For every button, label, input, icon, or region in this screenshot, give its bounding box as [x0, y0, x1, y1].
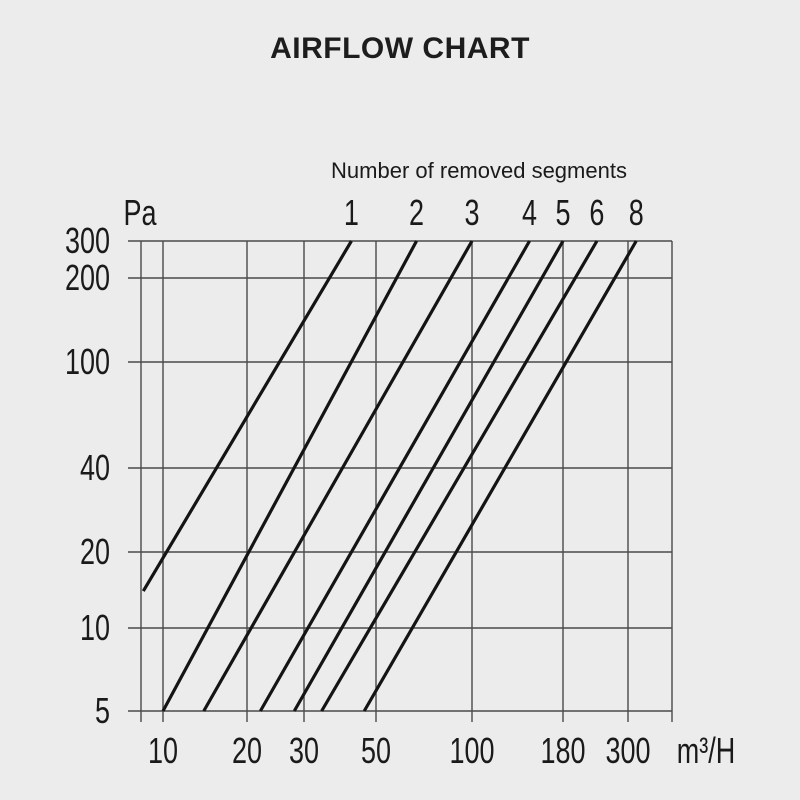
series-line-4 — [259, 240, 531, 712]
x-tick-label-180: 180 — [540, 730, 585, 771]
series-line-8 — [362, 240, 638, 712]
x-tick-label-30: 30 — [289, 730, 319, 771]
y-tick-label-300: 300 — [65, 220, 110, 261]
chart-title: AIRFLOW CHART — [270, 32, 530, 65]
series-line-6 — [320, 240, 599, 712]
x-tick-label-20: 20 — [232, 730, 262, 771]
series-label-1: 1 — [344, 192, 359, 233]
x-tick-label-300: 300 — [605, 730, 650, 771]
series-label-8: 8 — [629, 192, 644, 233]
series-line-3 — [202, 240, 474, 712]
y-tick-label-100: 100 — [65, 341, 110, 382]
series-line-5 — [292, 240, 565, 712]
top-axis-title: Number of removed segments — [331, 158, 627, 183]
series-label-6: 6 — [589, 192, 604, 233]
y-tick-label-20: 20 — [80, 531, 110, 572]
y-tick-label-5: 5 — [95, 690, 110, 731]
series-label-5: 5 — [555, 192, 570, 233]
x-axis-unit-label: m³/H — [677, 730, 735, 771]
y-tick-label-10: 10 — [80, 607, 110, 648]
y-tick-label-200: 200 — [65, 257, 110, 298]
series-label-4: 4 — [522, 192, 537, 233]
x-tick-label-10: 10 — [148, 730, 178, 771]
series-line-2 — [161, 240, 418, 712]
x-tick-label-100: 100 — [449, 730, 494, 771]
series-label-3: 3 — [464, 192, 479, 233]
series-line-1 — [141, 240, 353, 592]
series-label-2: 2 — [409, 192, 424, 233]
x-tick-label-50: 50 — [361, 730, 391, 771]
y-axis-unit-label: Pa — [123, 192, 156, 233]
y-tick-label-40: 40 — [80, 447, 110, 488]
